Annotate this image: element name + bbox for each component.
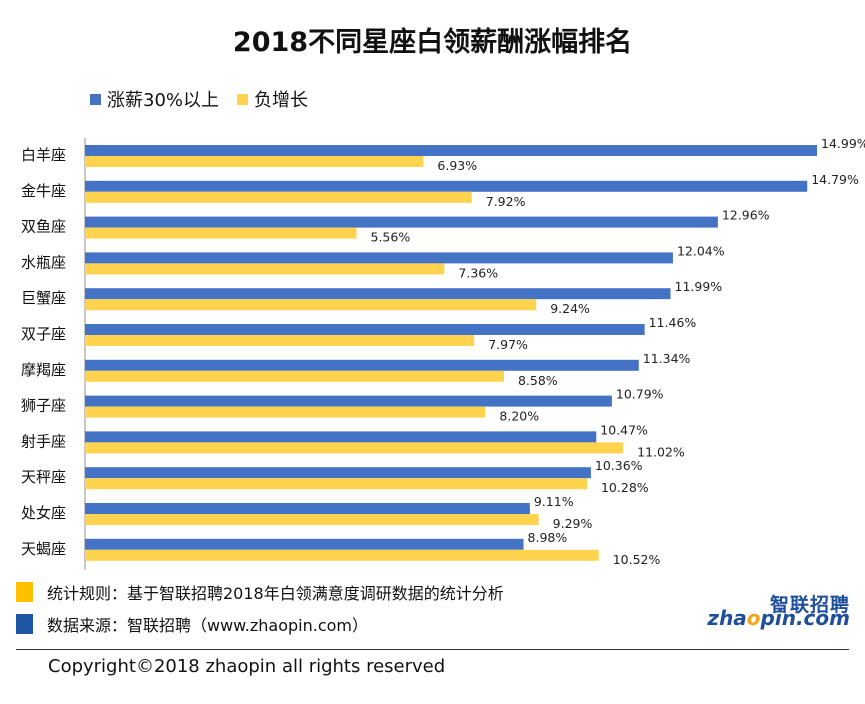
copyright: Copyright©2018 zhaopin all rights reserv…	[48, 656, 446, 677]
data-label: 10.36%	[595, 458, 643, 473]
data-label: 10.47%	[600, 422, 648, 437]
bar-raise	[85, 216, 718, 228]
category-label: 处女座	[21, 504, 66, 522]
data-label: 8.58%	[518, 373, 558, 388]
category-label: 天蝎座	[21, 540, 66, 558]
data-label: 11.46%	[649, 315, 697, 330]
bar-raise	[85, 395, 612, 407]
bar-decline	[85, 442, 624, 454]
category-label: 双子座	[21, 325, 66, 343]
bar-decline	[85, 299, 537, 311]
legend-item-raise: 涨薪30%以上	[90, 86, 219, 112]
bar-decline	[85, 263, 445, 275]
category-label: 巨蟹座	[21, 289, 66, 307]
bar-decline	[85, 406, 486, 418]
legend-label-raise: 涨薪30%以上	[107, 90, 220, 111]
category-label: 摩羯座	[21, 361, 66, 379]
bar-decline	[85, 478, 587, 490]
data-label: 14.99%	[821, 136, 865, 151]
category-label: 射手座	[21, 432, 66, 450]
category-label: 双鱼座	[21, 218, 66, 236]
bar-raise	[85, 324, 645, 335]
bar-decline	[85, 370, 504, 382]
data-label: 10.28%	[601, 480, 649, 495]
data-label: 7.97%	[488, 337, 528, 352]
note-source: 数据来源：智联招聘（www.zhaopin.com）	[16, 608, 504, 640]
bar-decline	[85, 156, 424, 167]
bar-decline	[85, 514, 539, 525]
category-label: 金牛座	[21, 182, 66, 200]
bar-raise	[85, 503, 530, 514]
bar-raise	[85, 359, 639, 371]
bar-decline	[85, 227, 357, 239]
legend-item-decline: 负增长	[237, 86, 308, 112]
bar-decline	[85, 335, 475, 346]
data-label: 6.93%	[437, 158, 477, 173]
logo-en: zhaopin.com	[707, 606, 850, 630]
bar-raise	[85, 180, 808, 192]
data-label: 10.79%	[616, 387, 664, 402]
bar-raise	[85, 431, 597, 443]
category-label: 水瓶座	[21, 253, 66, 271]
data-label: 8.20%	[499, 409, 539, 424]
data-label: 11.34%	[643, 351, 691, 366]
data-label: 10.52%	[613, 552, 661, 567]
legend-swatch-decline	[237, 93, 249, 105]
logo-cn: 智联招聘	[769, 594, 850, 616]
data-label: 12.96%	[722, 208, 770, 223]
data-label: 7.92%	[486, 194, 526, 209]
note-rule-text: 统计规则：基于智联招聘2018年白领满意度调研数据的统计分析	[47, 584, 504, 603]
data-label: 11.02%	[637, 444, 685, 459]
bar-decline	[85, 549, 599, 561]
legend-swatch-raise	[90, 93, 101, 105]
bar-raise	[85, 145, 817, 156]
data-label: 7.36%	[458, 265, 498, 280]
data-label: 14.79%	[811, 172, 859, 187]
data-label: 9.24%	[550, 301, 590, 316]
bar-raise	[85, 252, 673, 264]
logo-en-left: zha	[707, 606, 747, 630]
category-label: 天秤座	[21, 468, 66, 486]
data-label: 12.04%	[677, 243, 725, 258]
notes: 统计规则：基于智联招聘2018年白领满意度调研数据的统计分析 数据来源：智联招聘…	[16, 576, 504, 640]
bar-raise	[85, 288, 671, 300]
bar-decline	[85, 191, 472, 203]
data-label: 9.29%	[553, 516, 593, 531]
category-label: 白羊座	[21, 146, 66, 164]
chart-title: 2018不同星座白领薪酬涨幅排名	[232, 27, 633, 58]
note-rule: 统计规则：基于智联招聘2018年白领满意度调研数据的统计分析	[16, 576, 504, 608]
data-label: 8.98%	[528, 530, 568, 545]
bar-raise	[85, 467, 591, 479]
logo-en-right: pin.com	[760, 606, 850, 630]
footer-divider	[16, 649, 849, 650]
zhaopin-logo: 智联招聘 zhaopin.com	[707, 590, 852, 630]
legend-label-decline: 负增长	[254, 90, 309, 111]
chart-legend: 涨薪30%以上 负增长	[90, 86, 326, 112]
category-label: 狮子座	[21, 397, 66, 415]
note-source-swatch	[16, 614, 33, 634]
data-label: 9.11%	[534, 494, 574, 509]
note-source-text: 数据来源：智联招聘（www.zhaopin.com）	[47, 616, 369, 635]
bar-raise	[85, 538, 524, 550]
bar-chart: 白羊座 14.99% 6.93% 金牛座 14.79% 7.92% 双鱼座 12.96% 5.5…	[21, 136, 865, 570]
data-label: 11.99%	[675, 279, 723, 294]
data-label: 5.56%	[371, 230, 411, 245]
note-rule-swatch	[16, 582, 33, 602]
logo-en-o: o	[746, 606, 761, 630]
